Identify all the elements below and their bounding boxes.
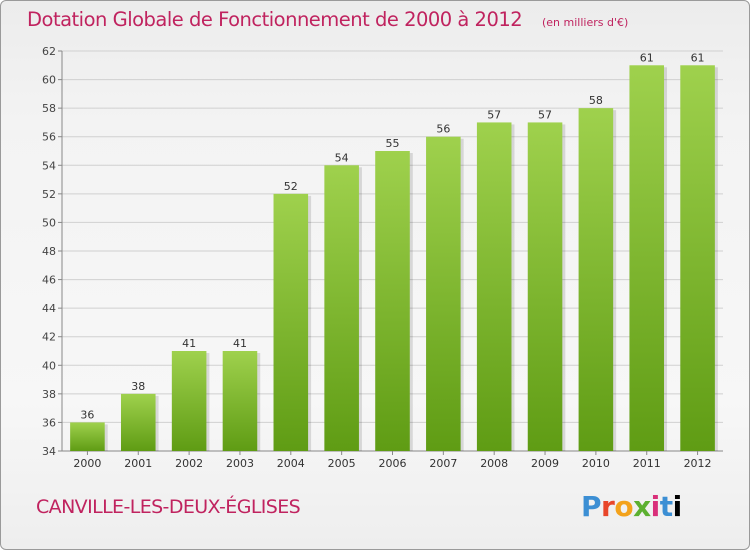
bar: [629, 65, 665, 452]
y-tick-label: 44: [42, 302, 56, 315]
bars: [70, 65, 718, 452]
y-tick-label: 40: [42, 359, 56, 372]
labels: 34 36 38 40 42 44 46 48 50 52 54 56 58 60 62 2000 36 2001…: [42, 45, 712, 470]
bar: [426, 136, 461, 451]
data-label: 57: [538, 108, 552, 121]
data-label: 54: [335, 151, 349, 164]
y-tick-label: 38: [42, 388, 56, 401]
bar: [375, 151, 410, 451]
y-tick-label: 36: [42, 416, 56, 429]
x-tick-label: 2009: [531, 457, 559, 470]
x-tick-label: 2007: [429, 457, 457, 470]
bar: [527, 122, 563, 451]
bar: [70, 422, 105, 451]
x-tick-label: 2012: [684, 457, 712, 470]
bar: [120, 393, 156, 451]
data-label: 41: [182, 337, 196, 350]
bar: [273, 193, 309, 451]
bar: [476, 122, 512, 451]
bar: [171, 351, 207, 451]
y-tick-label: 62: [42, 45, 56, 58]
data-label: 36: [80, 408, 94, 421]
data-label: 61: [640, 51, 654, 64]
y-tick-label: 60: [42, 74, 56, 87]
bar: [324, 165, 359, 452]
data-label: 38: [131, 380, 145, 393]
data-label: 41: [233, 337, 247, 350]
x-tick-label: 2004: [277, 457, 305, 470]
y-tick-label: 50: [42, 216, 56, 229]
chart-title: Dotation Globale de Fonctionnement de 20…: [27, 8, 523, 31]
x-tick-label: 2011: [633, 457, 661, 470]
y-tick-label: 56: [42, 131, 56, 144]
data-label: 58: [589, 94, 603, 107]
bar: [578, 108, 614, 452]
y-tick-label: 48: [42, 245, 56, 258]
x-tick-label: 2001: [124, 457, 152, 470]
data-label: 61: [691, 51, 705, 64]
x-tick-label: 2010: [582, 457, 610, 470]
data-label: 55: [386, 137, 400, 150]
y-tick-label: 42: [42, 331, 56, 344]
y-tick-label: 34: [42, 445, 56, 458]
x-tick-label: 2008: [480, 457, 508, 470]
proxiti-logo[interactable]: Proxiti: [581, 490, 682, 523]
data-label: 52: [284, 180, 298, 193]
chart-unit: (en milliers d'€): [542, 16, 629, 29]
bar: [222, 351, 258, 451]
data-label: 57: [487, 108, 501, 121]
x-tick-label: 2006: [379, 457, 407, 470]
bar: [680, 65, 715, 452]
city-name: CANVILLE-LES-DEUX-ÉGLISES: [36, 496, 301, 518]
y-tick-label: 54: [42, 159, 56, 172]
data-label: 56: [436, 123, 450, 136]
y-tick-label: 46: [42, 274, 56, 287]
x-tick-label: 2000: [73, 457, 101, 470]
x-tick-label: 2005: [328, 457, 356, 470]
y-tick-label: 52: [42, 188, 56, 201]
x-tick-label: 2003: [226, 457, 254, 470]
y-tick-label: 58: [42, 102, 56, 115]
x-tick-label: 2002: [175, 457, 203, 470]
